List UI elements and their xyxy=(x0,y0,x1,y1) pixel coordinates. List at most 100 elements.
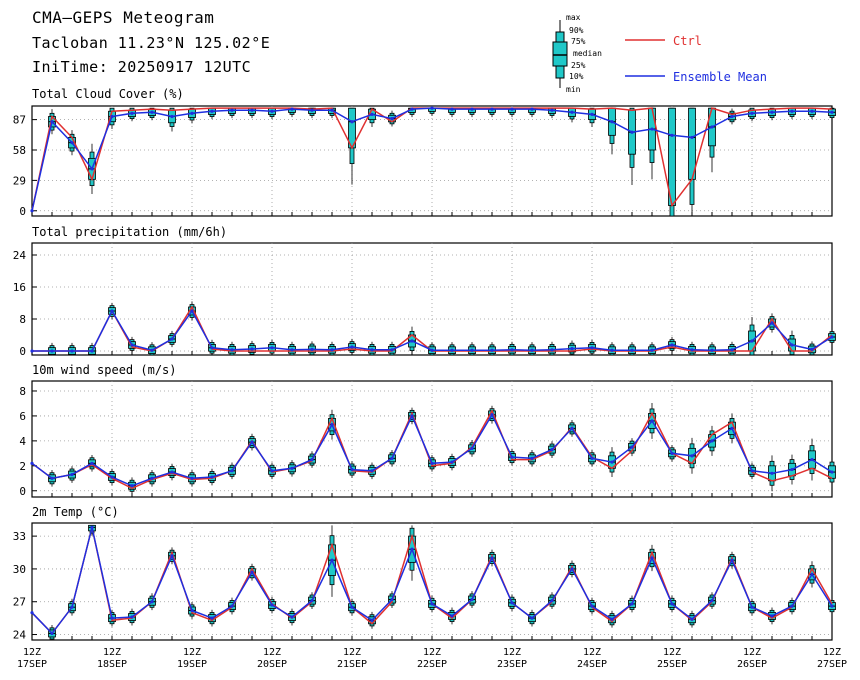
mean-point xyxy=(550,448,554,452)
x-tick-label: 12Z xyxy=(663,647,681,658)
mean-point xyxy=(150,110,154,114)
mean-point xyxy=(410,414,414,418)
y-tick-label: 29 xyxy=(13,174,26,187)
mean-point xyxy=(350,120,354,124)
mean-point xyxy=(730,426,734,430)
x-tick-label: 23SEP xyxy=(497,659,527,670)
mean-point xyxy=(390,456,394,460)
y-tick-label: 4 xyxy=(19,435,26,448)
mean-point xyxy=(90,167,94,171)
mean-point xyxy=(110,475,114,479)
mean-point xyxy=(490,413,494,417)
y-tick-label: 0 xyxy=(19,205,26,218)
mean-point xyxy=(190,476,194,480)
mean-point xyxy=(170,114,174,119)
mean-point xyxy=(630,130,634,134)
mean-point xyxy=(730,558,734,562)
location-label: Tacloban 11.23°N 125.02°E xyxy=(32,34,271,52)
y-tick-label: 27 xyxy=(13,596,26,609)
mean-point xyxy=(430,348,434,352)
mean-point xyxy=(290,466,294,470)
mean-point xyxy=(470,597,474,602)
mean-point xyxy=(470,348,474,352)
legend-p90: 90% xyxy=(569,26,584,35)
mean-point xyxy=(590,112,594,116)
mean-point xyxy=(510,455,514,459)
mean-point xyxy=(590,456,594,460)
box-plot xyxy=(188,107,196,124)
mean-point xyxy=(130,484,134,488)
mean-point xyxy=(810,347,814,351)
mean-point xyxy=(150,476,154,480)
y-tick-label: 58 xyxy=(13,144,26,157)
mean-point xyxy=(290,348,294,352)
mean-point xyxy=(830,604,834,608)
mean-point xyxy=(170,470,174,474)
panel-2: 10m wind speed (m/s) 0 2 4 6 8 xyxy=(19,363,836,498)
mean-point xyxy=(370,618,374,622)
mean-point xyxy=(410,547,414,551)
box-plot xyxy=(628,107,636,185)
box-plot xyxy=(828,107,836,121)
x-tick-label: 12Z xyxy=(183,647,201,658)
mean-point xyxy=(510,601,514,605)
mean-point xyxy=(310,599,314,603)
mean-point xyxy=(270,109,274,113)
box-plot xyxy=(628,342,636,356)
box-plot xyxy=(528,342,536,356)
box-plot xyxy=(608,342,616,356)
mean-point xyxy=(790,604,794,608)
mean-point xyxy=(610,617,614,621)
x-tick-label: 25SEP xyxy=(657,659,687,670)
mean-point xyxy=(810,109,814,113)
panel-0: Total Cloud Cover (%) 0 29 58 87 xyxy=(13,87,836,218)
mean-point xyxy=(550,348,554,352)
mean-point xyxy=(350,605,354,609)
box-plot xyxy=(448,342,456,356)
mean-point xyxy=(750,469,754,473)
mean-point xyxy=(450,460,454,464)
legend-ctrl-label: Ctrl xyxy=(673,34,702,48)
mean-point xyxy=(390,348,394,352)
y-tick-label: 0 xyxy=(19,345,26,358)
mean-point xyxy=(530,107,534,111)
box-plot xyxy=(468,342,476,356)
x-tick-label: 12Z xyxy=(23,647,41,658)
mean-point xyxy=(530,348,534,352)
panel-title: 10m wind speed (m/s) xyxy=(32,363,177,377)
mean-point xyxy=(70,141,74,145)
mean-point xyxy=(350,345,354,349)
legend-min: min xyxy=(566,85,581,94)
mean-point xyxy=(630,602,634,606)
box-plot xyxy=(148,107,156,121)
mean-point xyxy=(30,349,34,353)
mean-point xyxy=(190,608,194,613)
mean-point xyxy=(350,467,354,472)
mean-point xyxy=(170,337,174,341)
mean-point xyxy=(550,108,554,112)
mean-point xyxy=(250,108,254,112)
mean-point xyxy=(230,604,234,608)
mean-point xyxy=(30,209,34,213)
mean-point xyxy=(690,135,694,140)
box-plot xyxy=(668,107,676,217)
mean-point xyxy=(570,567,574,571)
mean-point xyxy=(50,631,54,636)
mean-point xyxy=(50,476,54,480)
mean-point xyxy=(210,346,214,350)
panel-title: Total Cloud Cover (%) xyxy=(32,87,184,101)
mean-point xyxy=(310,347,314,351)
mean-point xyxy=(630,348,634,352)
mean-point xyxy=(710,439,714,443)
x-tick-label: 12Z xyxy=(263,647,281,658)
y-tick-label: 33 xyxy=(13,530,26,543)
mean-point xyxy=(90,525,94,529)
mean-point xyxy=(250,440,254,444)
panel-3: 2m Temp (°C) 24 27 30 33 xyxy=(13,505,836,642)
y-tick-label: 16 xyxy=(13,281,26,294)
mean-point xyxy=(230,348,234,352)
mean-point xyxy=(710,125,714,129)
mean-point xyxy=(150,348,154,352)
mean-point xyxy=(210,475,214,479)
